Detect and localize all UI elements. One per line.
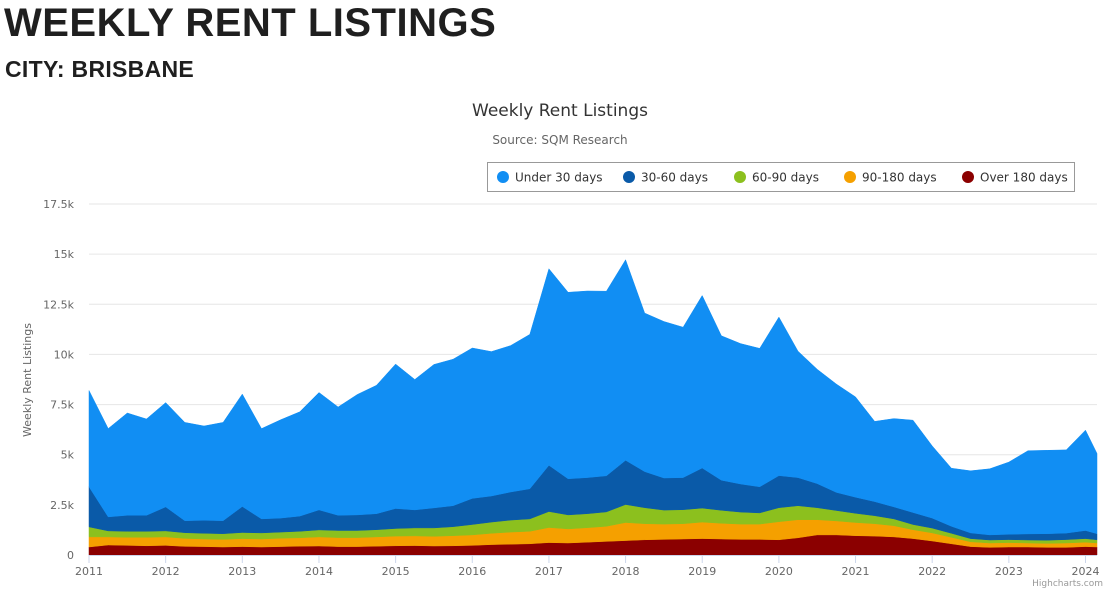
legend-marker	[844, 171, 856, 183]
legend-label: Under 30 days	[515, 171, 603, 185]
x-tick-label: 2021	[842, 565, 870, 578]
legend[interactable]: Under 30 days 30-60 days 60-90 days 90-180 …	[487, 162, 1075, 192]
x-tick-label: 2012	[152, 565, 180, 578]
legend-label: 30-60 days	[641, 171, 708, 185]
x-tick-label: 2014	[305, 565, 333, 578]
series-area-under-30-days[interactable]	[88, 259, 1098, 536]
y-tick-label: 5k	[61, 449, 75, 462]
legend-item-30-60-days[interactable]: 30-60 days	[623, 171, 708, 185]
legend-box	[487, 162, 1075, 192]
legend-marker	[962, 171, 974, 183]
legend-item-over-180-days[interactable]: Over 180 days	[962, 171, 1068, 185]
y-tick-label: 7.5k	[50, 399, 74, 412]
chart-subtitle: Source: SQM Research	[492, 133, 627, 147]
y-tick-label: 15k	[54, 248, 75, 261]
legend-label: 60-90 days	[752, 171, 819, 185]
legend-item-90-180-days[interactable]: 90-180 days	[844, 171, 937, 185]
legend-item-under-30-days[interactable]: Under 30 days	[497, 171, 603, 185]
y-tick-label: 2.5k	[50, 499, 74, 512]
x-tick-label: 2018	[612, 565, 640, 578]
x-tick-label: 2020	[765, 565, 793, 578]
y-tick-label: 10k	[54, 348, 75, 361]
x-tick-label: 2017	[535, 565, 563, 578]
y-axis-label: Weekly Rent Listings	[21, 323, 34, 437]
y-tick-label: 0	[67, 549, 74, 562]
x-tick-label: 2022	[918, 565, 946, 578]
label-layer: 0 2.5k 5k 7.5k 10k 12.5k 15k 17.5k 2011 2012 2013 2…	[21, 101, 1100, 578]
legend-label: Over 180 days	[980, 171, 1068, 185]
credits-text[interactable]: Highcharts.com	[1032, 579, 1103, 589]
legend-marker	[623, 171, 635, 183]
x-tick-label: 2016	[458, 565, 486, 578]
x-tick-label: 2013	[228, 565, 256, 578]
x-tick-label: 2023	[995, 565, 1023, 578]
x-tick-label: 2024	[1072, 565, 1100, 578]
page-subheading: CITY: BRISBANE	[5, 56, 195, 82]
x-tick-label: 2011	[75, 565, 103, 578]
legend-item-60-90-days[interactable]: 60-90 days	[734, 171, 819, 185]
y-tick-label: 17.5k	[43, 198, 74, 211]
y-tick-label: 12.5k	[43, 298, 74, 311]
legend-label: 90-180 days	[862, 171, 937, 185]
x-tick-label: 2015	[382, 565, 410, 578]
legend-marker	[734, 171, 746, 183]
axis-layer	[88, 555, 1097, 563]
page-heading: WEEKLY RENT LISTINGS	[4, 1, 497, 45]
chart-title: Weekly Rent Listings	[472, 101, 648, 121]
x-tick-label: 2019	[688, 565, 716, 578]
legend-marker	[497, 171, 509, 183]
area-layer	[88, 259, 1098, 556]
